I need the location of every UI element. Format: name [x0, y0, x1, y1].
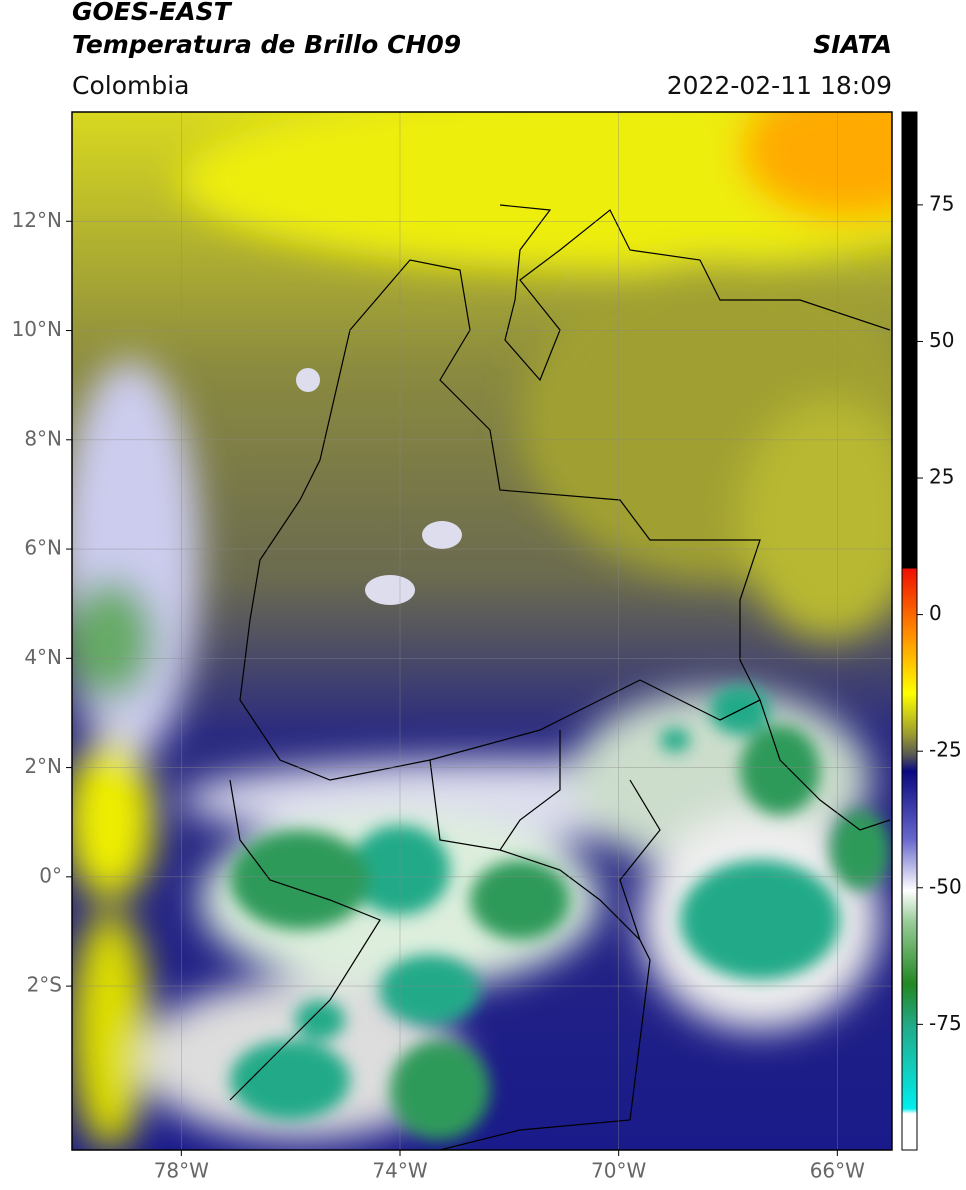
x-tick-label: 66°W [810, 1159, 865, 1183]
subtitle: Temperatura de Brillo CH09 [72, 30, 461, 59]
x-tick-label: 74°W [372, 1159, 427, 1183]
colorbar-tick-label: 0 [929, 601, 942, 625]
labels: 78°W 74°W 70°W 66°W 12°N 10°N 8°N 6°N 4°N 2°N 0° 2°… [12, 191, 962, 1182]
source: SIATA [813, 30, 892, 59]
datetime: 2022-02-11 18:09 [667, 71, 892, 100]
x-tick-label: 78°W [154, 1159, 209, 1183]
colorbar-tick-label: 25 [929, 465, 954, 489]
colorbar-tick-label: 50 [929, 328, 954, 352]
y-tick-label: 2°N [24, 754, 62, 778]
title: GOES-EAST [72, 0, 233, 26]
colorbar-tick-label: -50 [929, 874, 962, 898]
x-tick-label: 70°W [591, 1159, 646, 1183]
y-tick-label: 10°N [12, 317, 62, 341]
colorbar-tick-label: -25 [929, 738, 962, 762]
colorbar-tick-label: -75 [929, 1011, 962, 1035]
map-frame [71, 111, 893, 1151]
imagery [72, 112, 892, 1150]
y-tick-label: 0° [39, 863, 62, 887]
region: Colombia [72, 71, 189, 100]
y-tick-label: 6°N [24, 536, 62, 560]
y-tick-label: 12°N [12, 208, 62, 232]
grid [66, 112, 892, 1156]
y-tick-label: 2°S [27, 973, 62, 997]
colorbar-tick-label: 75 [929, 191, 954, 215]
colorbar [901, 111, 918, 1151]
y-tick-label: 8°N [24, 426, 62, 450]
y-tick-label: 4°N [24, 645, 62, 669]
